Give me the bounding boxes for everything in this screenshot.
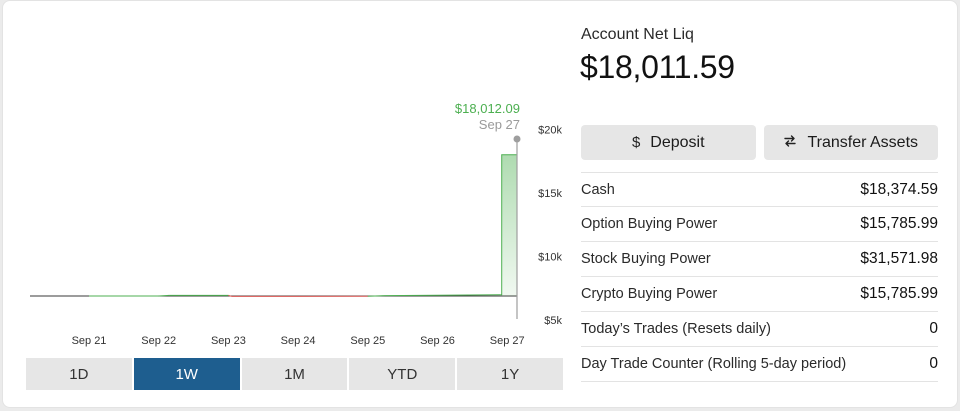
balance-list: Cash $18,374.59 Option Buying Power $15,… [581,172,938,382]
stat-label: Today’s Trades (Resets daily) [581,321,771,337]
stat-value: $31,571.98 [860,250,938,267]
hover-cursor-dot [513,135,521,143]
stat-row-crypto-buying-power: Crypto Buying Power $15,785.99 [581,277,938,312]
series-segment [367,295,386,297]
stat-value: $15,785.99 [860,285,938,302]
hover-value-label: $18,012.09 [455,101,520,116]
x-tick-label: Sep 21 [72,335,107,347]
range-tab-1d[interactable]: 1D [26,358,132,390]
x-tick-label: Sep 23 [211,335,246,347]
stat-value: 0 [929,320,938,337]
transfer-assets-button[interactable]: Transfer Assets [763,125,938,160]
stat-label: Cash [581,181,615,198]
dollar-icon: $ [631,134,641,151]
net-liq-value: $18,011.59 [580,49,735,85]
hover-date-label: Sep 27 [479,117,520,132]
stat-value: 0 [929,355,938,372]
y-tick-label: $15k [538,188,562,200]
y-tick-label: $20k [538,125,562,137]
transfer-assets-label: Transfer Assets [807,133,919,151]
stat-row-day-trade-counter: Day Trade Counter (Rolling 5-day period)… [581,347,938,382]
stat-label: Option Buying Power [581,216,718,232]
series-line [500,154,517,296]
x-tick-label: Sep 26 [420,335,455,347]
account-actions: $ Deposit Transfer Assets [581,125,938,160]
deposit-label: Deposit [650,133,705,151]
range-tab-1m[interactable]: 1M [241,358,348,390]
series-segment [437,294,501,296]
stat-row-option-buying-power: Option Buying Power $15,785.99 [581,207,938,242]
x-tick-label: Sep 22 [141,335,176,347]
x-tick-label: Sep 25 [350,335,385,347]
time-range-selector: 1D 1W 1M YTD 1Y [26,358,563,390]
stat-label: Day Trade Counter (Rolling 5-day period) [581,356,847,372]
series-area [500,154,517,296]
stat-value: $18,374.59 [860,180,938,198]
x-tick-label: Sep 24 [281,335,316,347]
y-tick-label: $5k [544,315,562,327]
swap-arrows-icon [783,134,797,152]
range-tab-ytd[interactable]: YTD [349,358,456,390]
series-segment [158,294,170,297]
stat-label: Stock Buying Power [581,251,711,267]
stat-row-stock-buying-power: Stock Buying Power $31,571.98 [581,242,938,277]
range-tab-1w[interactable]: 1W [133,358,240,390]
deposit-button[interactable]: $ Deposit [581,125,756,160]
range-tab-1y[interactable]: 1Y [457,358,563,390]
stat-row-todays-trades: Today’s Trades (Resets daily) 0 [581,312,938,347]
x-tick-label: Sep 27 [490,335,525,347]
net-liq-chart[interactable]: $18,012.09 Sep 27 $5k $10k $15k $20k Sep 21 Sep… [3,1,573,351]
y-tick-label: $10k [538,252,562,264]
series-segment [228,294,233,297]
net-liq-label: Account Net Liq [581,26,694,43]
stat-value: $15,785.99 [860,215,938,232]
stat-label: Crypto Buying Power [581,286,718,302]
stat-row-cash: Cash $18,374.59 [581,172,938,207]
